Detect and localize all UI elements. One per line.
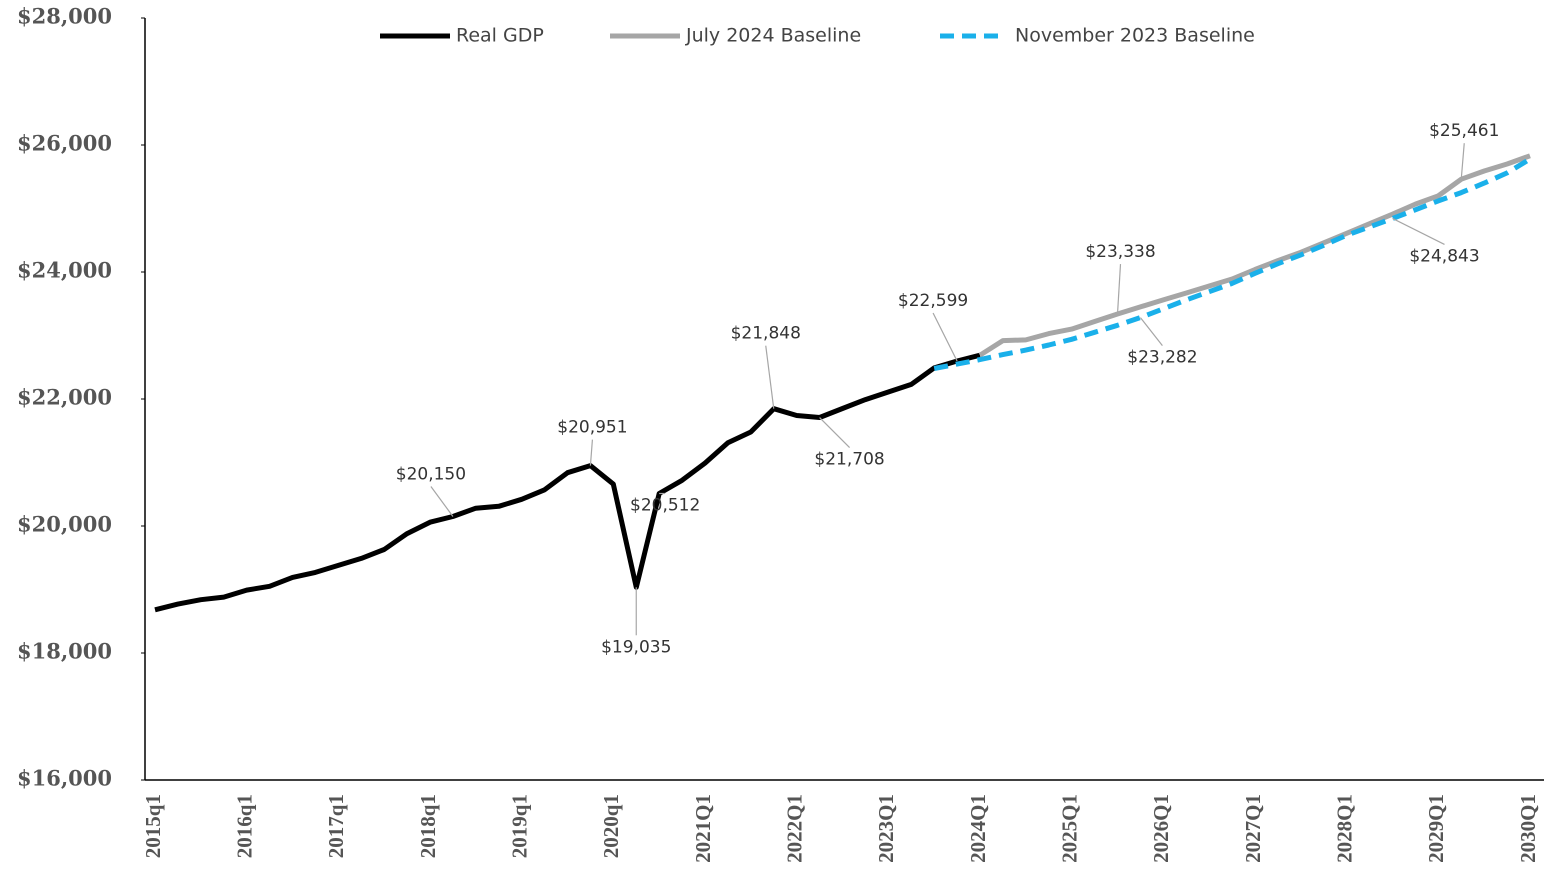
label-leader bbox=[1392, 217, 1445, 246]
x-tick-label: 2015q1 bbox=[141, 794, 165, 858]
x-tick-label: 2028Q1 bbox=[1332, 794, 1356, 863]
x-tick-label: 2016q1 bbox=[232, 794, 256, 858]
x-tick-label: 2024Q1 bbox=[966, 794, 990, 863]
y-tick-label: $18,000 bbox=[17, 639, 112, 664]
data-label: $20,512 bbox=[630, 495, 700, 515]
data-label: $20,951 bbox=[557, 418, 627, 438]
label-leader bbox=[819, 417, 851, 448]
series-line bbox=[978, 153, 1531, 358]
data-label: $21,848 bbox=[731, 324, 801, 344]
legend-label: July 2024 Baseline bbox=[685, 25, 861, 47]
data-label: $21,708 bbox=[814, 450, 884, 470]
data-label: $24,843 bbox=[1409, 246, 1479, 266]
x-tick-label: 2030Q1 bbox=[1516, 794, 1540, 863]
x-tick-label: 2020q1 bbox=[599, 794, 623, 858]
label-leader bbox=[932, 312, 958, 362]
label-leader bbox=[1116, 264, 1122, 315]
series-line bbox=[933, 156, 1532, 371]
y-tick-label: $24,000 bbox=[17, 258, 112, 283]
legend-label: Real GDP bbox=[456, 25, 544, 47]
y-tick-label: $22,000 bbox=[17, 385, 112, 410]
label-leader bbox=[430, 486, 454, 517]
data-label: $20,150 bbox=[396, 464, 466, 484]
x-tick-label: 2021Q1 bbox=[691, 794, 715, 863]
x-tick-label: 2022Q1 bbox=[782, 794, 806, 863]
x-tick-label: 2029Q1 bbox=[1424, 794, 1448, 863]
label-leader bbox=[589, 439, 594, 466]
y-tick-label: $26,000 bbox=[17, 131, 112, 156]
y-tick-label: $20,000 bbox=[17, 512, 112, 537]
label-leader bbox=[1460, 143, 1465, 180]
data-label: $22,599 bbox=[898, 291, 968, 311]
x-tick-label: 2026Q1 bbox=[1149, 794, 1173, 863]
x-tick-label: 2017q1 bbox=[324, 794, 348, 858]
label-leader bbox=[1139, 317, 1163, 346]
x-tick-label: 2027Q1 bbox=[1241, 794, 1265, 863]
series-line bbox=[154, 352, 981, 613]
data-label: $19,035 bbox=[601, 637, 671, 657]
legend-label: November 2023 Baseline bbox=[1015, 25, 1255, 47]
label-leader bbox=[765, 345, 775, 409]
data-label: $23,338 bbox=[1085, 242, 1155, 262]
data-label: $25,461 bbox=[1429, 121, 1499, 141]
x-tick-label: 2019q1 bbox=[507, 794, 531, 858]
x-tick-label: 2023Q1 bbox=[874, 794, 898, 863]
x-tick-label: 2018q1 bbox=[416, 794, 440, 858]
y-tick-label: $16,000 bbox=[17, 766, 112, 791]
x-tick-label: 2025Q1 bbox=[1057, 794, 1081, 863]
data-label: $23,282 bbox=[1127, 348, 1197, 368]
y-tick-label: $28,000 bbox=[17, 4, 112, 29]
